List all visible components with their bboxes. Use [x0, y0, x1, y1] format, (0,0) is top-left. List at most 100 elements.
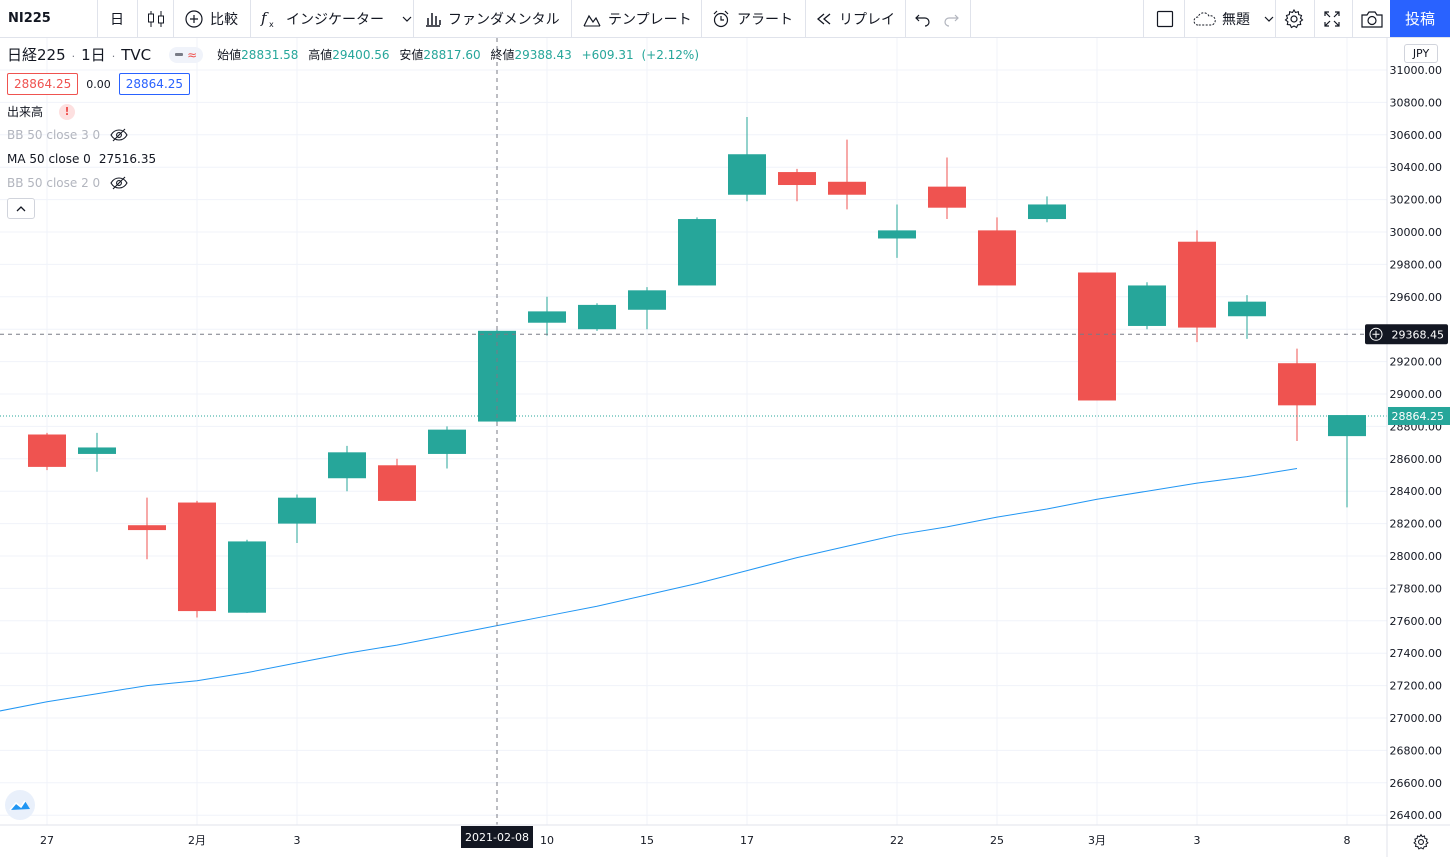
- candle[interactable]: [728, 116, 766, 202]
- candle[interactable]: [28, 432, 66, 471]
- axis-tags: 28864.25 29368.45 2021-02-08: [461, 324, 1450, 848]
- symbol-search-button[interactable]: NI225: [8, 11, 51, 26]
- candle[interactable]: [528, 296, 566, 336]
- redo-button[interactable]: [942, 0, 960, 37]
- alert-button[interactable]: アラート: [711, 0, 793, 37]
- interval-label: 1日: [81, 46, 106, 64]
- warning-icon[interactable]: !: [59, 103, 76, 120]
- candle[interactable]: [1228, 295, 1266, 339]
- symbol-name: 日経225: [7, 46, 66, 64]
- candle-body: [728, 154, 766, 195]
- market-status-badge[interactable]: ≈: [169, 46, 204, 63]
- candle[interactable]: [578, 303, 616, 331]
- indicator-row-bb3[interactable]: BB 50 close 3 0: [7, 128, 128, 142]
- chart-type-button[interactable]: [146, 0, 166, 37]
- candle-body: [378, 465, 416, 501]
- indicator-row-bb2[interactable]: BB 50 close 2 0: [7, 176, 128, 190]
- candle[interactable]: [328, 445, 366, 492]
- volume-label: 出来高: [7, 105, 44, 119]
- fundamentals-button[interactable]: ファンダメンタル: [424, 0, 560, 37]
- price-axis[interactable]: 26400.00 26600.00 26800.00 27000.00 27200.00…: [1386, 38, 1443, 857]
- plus-circle-icon[interactable]: [1369, 327, 1383, 341]
- tradingview-logo[interactable]: [5, 790, 35, 820]
- fullscreen-icon: [1322, 9, 1342, 29]
- candle[interactable]: [1028, 196, 1066, 223]
- candle[interactable]: [378, 458, 416, 501]
- symbol-title[interactable]: 日経225 · 1日 · TVC: [7, 46, 152, 64]
- compare-button[interactable]: 比較: [184, 0, 238, 37]
- undo-button[interactable]: [914, 0, 932, 37]
- time-axis[interactable]: 27 2月 3 10 15 17 22 25 3月 3 8: [0, 824, 1450, 847]
- toolbar-divider: [137, 0, 138, 37]
- time-tick-label: 15: [640, 834, 654, 847]
- candle[interactable]: [1078, 272, 1116, 401]
- indicator-label: BB 50 close 3 0: [7, 128, 101, 142]
- replay-icon: [815, 11, 833, 27]
- time-tick-label: 25: [990, 834, 1004, 847]
- candle[interactable]: [678, 217, 716, 286]
- candle[interactable]: [1178, 230, 1216, 343]
- volume-row[interactable]: 出来高 !: [7, 103, 76, 120]
- fullscreen-button[interactable]: [1322, 0, 1342, 37]
- candle[interactable]: [428, 426, 466, 469]
- candle[interactable]: [78, 432, 116, 472]
- axis-settings-button[interactable]: [1410, 831, 1432, 853]
- settings-button[interactable]: [1283, 0, 1305, 37]
- candle[interactable]: [628, 287, 666, 330]
- buy-price-box[interactable]: 28864.25: [118, 73, 191, 95]
- price-tick-label: 30400.00: [1390, 161, 1443, 174]
- layout-select-button[interactable]: [1155, 0, 1175, 37]
- gear-icon: [1412, 833, 1430, 851]
- candle[interactable]: [278, 494, 316, 544]
- candle[interactable]: [1328, 415, 1366, 508]
- redo-icon: [942, 11, 960, 27]
- replay-button[interactable]: リプレイ: [815, 0, 895, 37]
- templates-button[interactable]: テンプレート: [582, 0, 692, 37]
- svg-text:x: x: [269, 20, 274, 29]
- price-tick-label: 26400.00: [1390, 809, 1443, 822]
- price-tick-label: 26600.00: [1390, 777, 1443, 790]
- save-layout-button[interactable]: 無題: [1192, 0, 1274, 37]
- candle-body: [778, 172, 816, 186]
- eye-off-icon[interactable]: [110, 128, 128, 142]
- chart-canvas[interactable]: 26400.00 26600.00 26800.00 27000.00 27200.00…: [0, 38, 1450, 857]
- candle[interactable]: [928, 157, 966, 220]
- candle-body: [278, 497, 316, 524]
- indicator-row-ma[interactable]: MA 50 close 0 27516.35: [7, 152, 156, 166]
- publish-button[interactable]: 投稿: [1390, 0, 1450, 37]
- candle-body: [1278, 363, 1316, 406]
- candle[interactable]: [828, 139, 866, 210]
- candle[interactable]: [1278, 348, 1316, 441]
- square-icon: [1155, 9, 1175, 29]
- interval-button[interactable]: 日: [110, 11, 124, 28]
- candle-body: [1028, 204, 1066, 220]
- candle[interactable]: [978, 217, 1016, 286]
- candle[interactable]: [128, 497, 166, 560]
- candle[interactable]: [878, 204, 916, 258]
- toolbar-divider: [905, 0, 906, 37]
- candle[interactable]: [778, 168, 816, 202]
- candle-body: [1128, 285, 1166, 326]
- price-tick-label: 27800.00: [1390, 582, 1443, 595]
- low-value: 28817.60: [423, 48, 481, 62]
- candles-icon: [146, 9, 166, 29]
- toolbar-divider: [571, 0, 572, 37]
- candle[interactable]: [228, 539, 266, 613]
- candle-body: [578, 304, 616, 330]
- toolbar-divider: [1143, 0, 1144, 37]
- candle-body: [528, 311, 566, 323]
- candle[interactable]: [178, 500, 216, 618]
- candle[interactable]: [1128, 282, 1166, 330]
- candles: [28, 116, 1366, 618]
- candle-body: [78, 447, 116, 454]
- price-tick-label: 28200.00: [1390, 518, 1443, 531]
- eye-off-icon[interactable]: [110, 176, 128, 190]
- snapshot-button[interactable]: [1360, 0, 1384, 37]
- time-tick-label: 3: [1194, 834, 1201, 847]
- currency-badge[interactable]: JPY: [1404, 44, 1438, 63]
- legend-collapse-button[interactable]: [7, 198, 35, 219]
- sell-price-box[interactable]: 28864.25: [7, 73, 79, 95]
- templates-label: テンプレート: [608, 11, 692, 28]
